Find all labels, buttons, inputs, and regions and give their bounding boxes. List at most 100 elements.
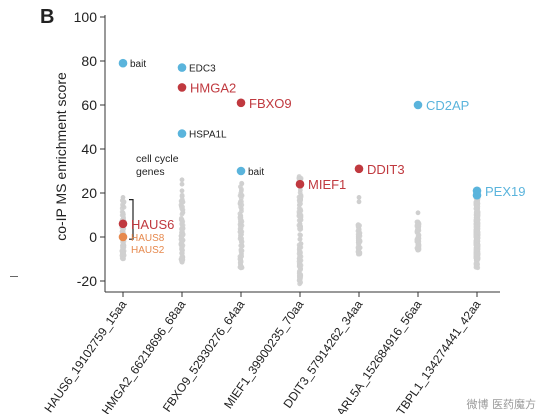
panel-label: B (40, 6, 55, 28)
background-point (297, 236, 303, 242)
background-point (297, 232, 303, 238)
point-label: DDIT3 (367, 162, 405, 177)
point-label: MIEF1 (308, 177, 346, 192)
background-point (179, 227, 185, 233)
background-point (179, 177, 185, 183)
background-point (120, 210, 126, 216)
point-label: bait (248, 167, 264, 178)
highlighted-point (177, 129, 187, 138)
background-point (415, 210, 421, 216)
highlighted-point (177, 83, 187, 92)
background-point (121, 256, 126, 262)
annotation-text: cell cycle (136, 153, 179, 165)
background-point (178, 233, 184, 239)
y-tick-label: 100 (74, 9, 98, 25)
highlighted-point (354, 164, 364, 174)
background-point (473, 234, 479, 240)
annotation-text: genes (136, 166, 165, 178)
background-point (239, 202, 245, 208)
background-point (238, 263, 244, 269)
point-label: FBXO9 (249, 96, 292, 111)
point-label: HSPA1L (189, 130, 227, 141)
point-label: HAUS2 (131, 245, 165, 256)
y-tick-label: -20 (77, 273, 97, 289)
background-point (474, 209, 480, 215)
y-tick-label: 20 (81, 185, 97, 201)
background-point (180, 210, 186, 215)
highlighted-point (472, 190, 482, 200)
background-point (296, 211, 302, 216)
highlighted-point (236, 166, 246, 176)
background-point (297, 249, 303, 255)
background-point (297, 221, 303, 227)
background-point (120, 214, 126, 220)
point-label: HAUS8 (131, 233, 165, 244)
background-point (474, 256, 479, 262)
background-point (178, 216, 184, 221)
background-point (356, 230, 362, 236)
background-point (237, 215, 243, 221)
background-point (180, 204, 185, 210)
y-tick-label: 80 (81, 53, 97, 69)
background-point (239, 206, 244, 212)
background-point (416, 232, 422, 238)
background-point (179, 188, 185, 194)
background-point (239, 232, 244, 237)
background-point (415, 244, 421, 250)
highlighted-point (236, 98, 246, 108)
background-point (238, 221, 244, 227)
watermark: 微博 医药魔方 (466, 398, 537, 411)
background-point (296, 206, 302, 211)
y-tick-label: 40 (81, 141, 97, 157)
point-label: HMGA2 (190, 80, 236, 95)
background-point (356, 249, 361, 254)
background-point (298, 275, 303, 281)
background-point (414, 227, 420, 233)
background-point (120, 203, 126, 209)
background-point (298, 201, 303, 207)
background-point (296, 256, 302, 262)
background-point (474, 243, 480, 249)
y-tick-label: 60 (81, 97, 97, 113)
point-label: EDC3 (189, 64, 216, 75)
background-point (238, 247, 244, 253)
highlighted-point (295, 179, 305, 189)
background-point (180, 238, 186, 243)
background-point (298, 216, 303, 222)
background-point (298, 267, 303, 273)
y-tick-label: 0 (89, 229, 97, 245)
background-point (356, 199, 362, 205)
y-axis-title: co-IP MS enrichment score (53, 72, 69, 241)
background-point (178, 256, 184, 262)
background-point (120, 243, 126, 248)
background-point (356, 195, 362, 200)
point-label: HAUS6 (131, 217, 174, 232)
highlighted-point (413, 100, 423, 110)
background-point (119, 248, 125, 254)
background-point (238, 259, 244, 265)
background-point (297, 271, 302, 277)
highlighted-point (118, 232, 128, 242)
background-point (179, 221, 185, 226)
background-point (297, 190, 303, 196)
highlighted-point (177, 63, 187, 72)
background-point (475, 251, 481, 256)
highlighted-point (118, 58, 128, 68)
background-point (475, 217, 480, 223)
background-point (179, 199, 185, 205)
margin-tick-mark (10, 276, 18, 277)
background-point (120, 195, 126, 200)
background-point (414, 237, 420, 243)
highlighted-point (118, 219, 128, 229)
background-point (237, 236, 243, 242)
background-point (355, 237, 361, 243)
background-point (239, 186, 244, 192)
background-point (237, 211, 243, 217)
background-point (298, 241, 304, 247)
point-label: bait (130, 59, 146, 70)
point-label: CD2AP (426, 98, 469, 113)
background-point (475, 229, 480, 235)
background-point (179, 181, 185, 187)
background-point (416, 222, 422, 228)
